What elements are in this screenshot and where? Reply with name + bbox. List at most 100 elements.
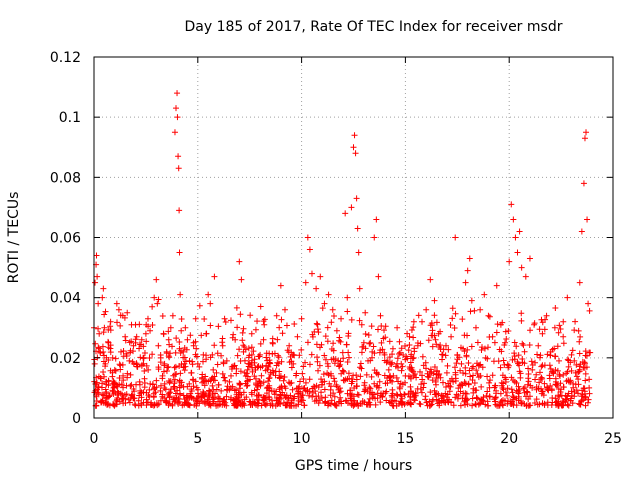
data-point bbox=[577, 333, 584, 340]
data-point bbox=[472, 401, 479, 408]
data-point bbox=[364, 401, 371, 408]
data-point bbox=[371, 234, 378, 241]
data-point bbox=[575, 376, 582, 383]
y-tick-label: 0.04 bbox=[50, 291, 81, 307]
data-point bbox=[362, 309, 369, 316]
data-point bbox=[288, 364, 295, 371]
data-point bbox=[154, 402, 161, 409]
data-point bbox=[536, 326, 543, 333]
data-point bbox=[388, 361, 395, 368]
data-point bbox=[487, 377, 494, 384]
data-point bbox=[261, 394, 268, 401]
data-point bbox=[313, 393, 320, 400]
data-point bbox=[546, 372, 553, 379]
data-point bbox=[343, 397, 350, 404]
data-point bbox=[120, 347, 127, 354]
data-point bbox=[465, 360, 472, 367]
data-point bbox=[435, 391, 442, 398]
data-point bbox=[282, 394, 289, 401]
y-tick-label: 0 bbox=[72, 411, 81, 427]
data-point bbox=[236, 258, 243, 265]
data-point bbox=[360, 339, 367, 346]
data-point bbox=[365, 331, 372, 338]
data-point bbox=[554, 367, 561, 374]
data-point bbox=[479, 344, 486, 351]
data-point bbox=[389, 345, 396, 352]
data-point bbox=[189, 358, 196, 365]
data-point bbox=[518, 400, 525, 407]
data-point bbox=[552, 305, 559, 311]
data-point bbox=[100, 329, 107, 336]
data-point bbox=[123, 353, 130, 360]
data-point bbox=[234, 352, 241, 359]
data-point bbox=[585, 396, 592, 403]
data-point bbox=[99, 294, 106, 301]
data-point bbox=[95, 325, 102, 332]
data-point bbox=[231, 387, 238, 394]
data-point bbox=[438, 398, 445, 405]
data-point bbox=[551, 324, 558, 331]
data-point bbox=[557, 389, 564, 396]
data-point bbox=[505, 398, 512, 405]
data-point bbox=[402, 372, 409, 379]
data-point bbox=[543, 312, 550, 319]
data-point bbox=[130, 342, 137, 349]
data-point bbox=[181, 367, 188, 374]
data-point bbox=[141, 350, 148, 357]
data-point bbox=[309, 385, 316, 392]
data-point bbox=[433, 374, 440, 381]
data-point bbox=[306, 361, 313, 368]
data-point bbox=[510, 393, 517, 400]
data-point bbox=[286, 342, 293, 349]
data-point bbox=[444, 391, 451, 398]
data-point bbox=[248, 330, 255, 337]
y-tick-label: 0.02 bbox=[50, 351, 81, 367]
data-point bbox=[410, 318, 417, 325]
data-point bbox=[538, 363, 545, 370]
data-point bbox=[182, 363, 189, 370]
data-point bbox=[206, 400, 213, 407]
data-point bbox=[194, 390, 201, 397]
data-point bbox=[124, 374, 131, 381]
data-point bbox=[318, 341, 325, 348]
data-point bbox=[326, 380, 333, 387]
data-point bbox=[570, 384, 577, 391]
data-point bbox=[539, 388, 546, 395]
data-point bbox=[479, 364, 486, 371]
data-point bbox=[584, 216, 591, 223]
data-point bbox=[236, 380, 243, 387]
data-point bbox=[544, 383, 551, 390]
data-point bbox=[559, 397, 566, 404]
data-point bbox=[325, 291, 332, 298]
data-point bbox=[173, 370, 180, 377]
data-point bbox=[449, 305, 456, 312]
data-point bbox=[211, 342, 218, 349]
data-point bbox=[321, 300, 328, 307]
data-point bbox=[150, 394, 157, 401]
data-point bbox=[233, 365, 240, 372]
data-point bbox=[172, 349, 179, 356]
data-point bbox=[186, 380, 193, 387]
data-point bbox=[389, 386, 396, 393]
data-point bbox=[175, 153, 182, 160]
data-point bbox=[464, 396, 471, 403]
data-point bbox=[345, 332, 352, 339]
data-point bbox=[116, 361, 123, 368]
data-point bbox=[143, 338, 150, 345]
data-point bbox=[238, 276, 245, 283]
data-point bbox=[169, 312, 176, 319]
data-point bbox=[407, 393, 414, 400]
data-point bbox=[356, 317, 363, 324]
data-point bbox=[128, 381, 135, 388]
data-point bbox=[255, 397, 262, 404]
data-point bbox=[242, 380, 249, 387]
data-point bbox=[146, 386, 153, 393]
data-point bbox=[504, 385, 511, 392]
data-point bbox=[500, 357, 507, 364]
data-point bbox=[314, 321, 321, 328]
data-point bbox=[468, 343, 475, 350]
data-point bbox=[427, 276, 434, 283]
data-point bbox=[492, 398, 499, 405]
data-point bbox=[107, 323, 114, 330]
